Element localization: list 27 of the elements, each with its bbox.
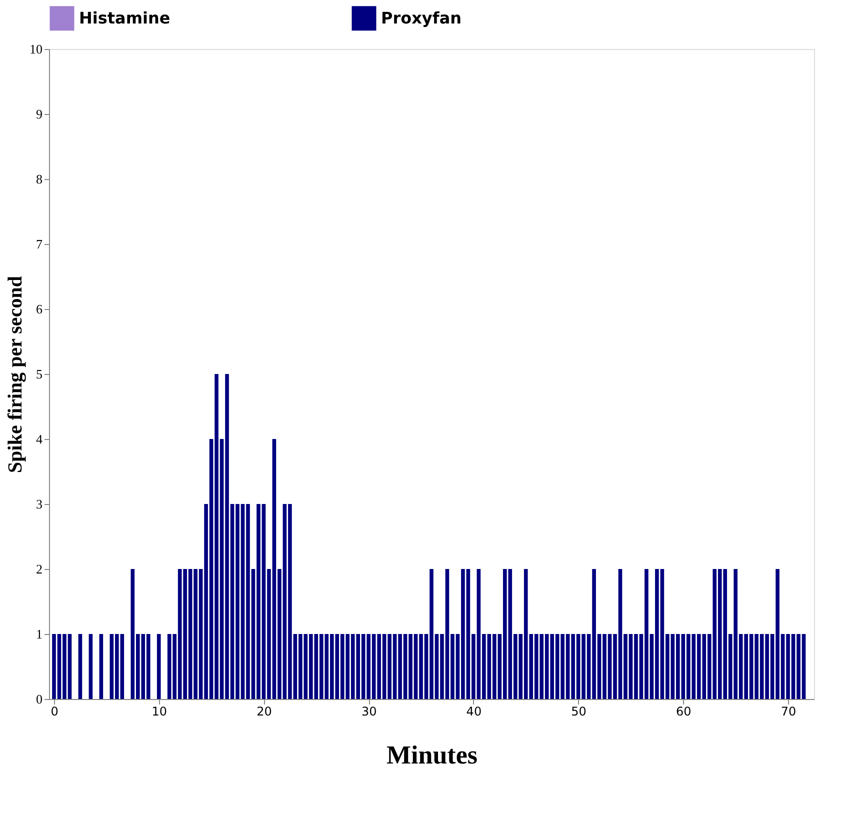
bar bbox=[156, 634, 161, 699]
x-tick-label: 20 bbox=[256, 704, 272, 718]
bar bbox=[99, 634, 104, 699]
bar bbox=[88, 634, 93, 699]
y-tick-label: 3 bbox=[36, 496, 42, 512]
y-tick-label: 9 bbox=[36, 106, 42, 122]
y-tick-label: 8 bbox=[36, 172, 42, 186]
legend-label: Histamine bbox=[79, 8, 170, 28]
x-tick-label: 70 bbox=[780, 704, 796, 718]
y-tick-label: 5 bbox=[36, 366, 42, 382]
y-tick-label: 7 bbox=[36, 236, 43, 252]
bar bbox=[78, 634, 82, 699]
x-tick-label: 40 bbox=[466, 704, 482, 718]
y-tick-label: 6 bbox=[36, 302, 43, 316]
y-tick-label: 1 bbox=[36, 626, 42, 642]
x-tick-label: 60 bbox=[676, 704, 692, 718]
y-tick-label: 0 bbox=[36, 692, 42, 706]
y-axis-title: Spike firing per second bbox=[4, 276, 26, 473]
y-tick-label: 10 bbox=[30, 42, 42, 56]
y-tick-label: 4 bbox=[36, 432, 43, 446]
x-tick-label: 30 bbox=[361, 704, 377, 718]
legend-label: Proxyfan bbox=[381, 8, 462, 28]
x-axis-title: Minutes bbox=[386, 740, 478, 770]
x-tick-label: 0 bbox=[50, 704, 58, 718]
x-tick-label: 50 bbox=[571, 704, 586, 718]
x-tick-label: 10 bbox=[152, 704, 167, 718]
y-tick-label: 2 bbox=[36, 562, 42, 576]
